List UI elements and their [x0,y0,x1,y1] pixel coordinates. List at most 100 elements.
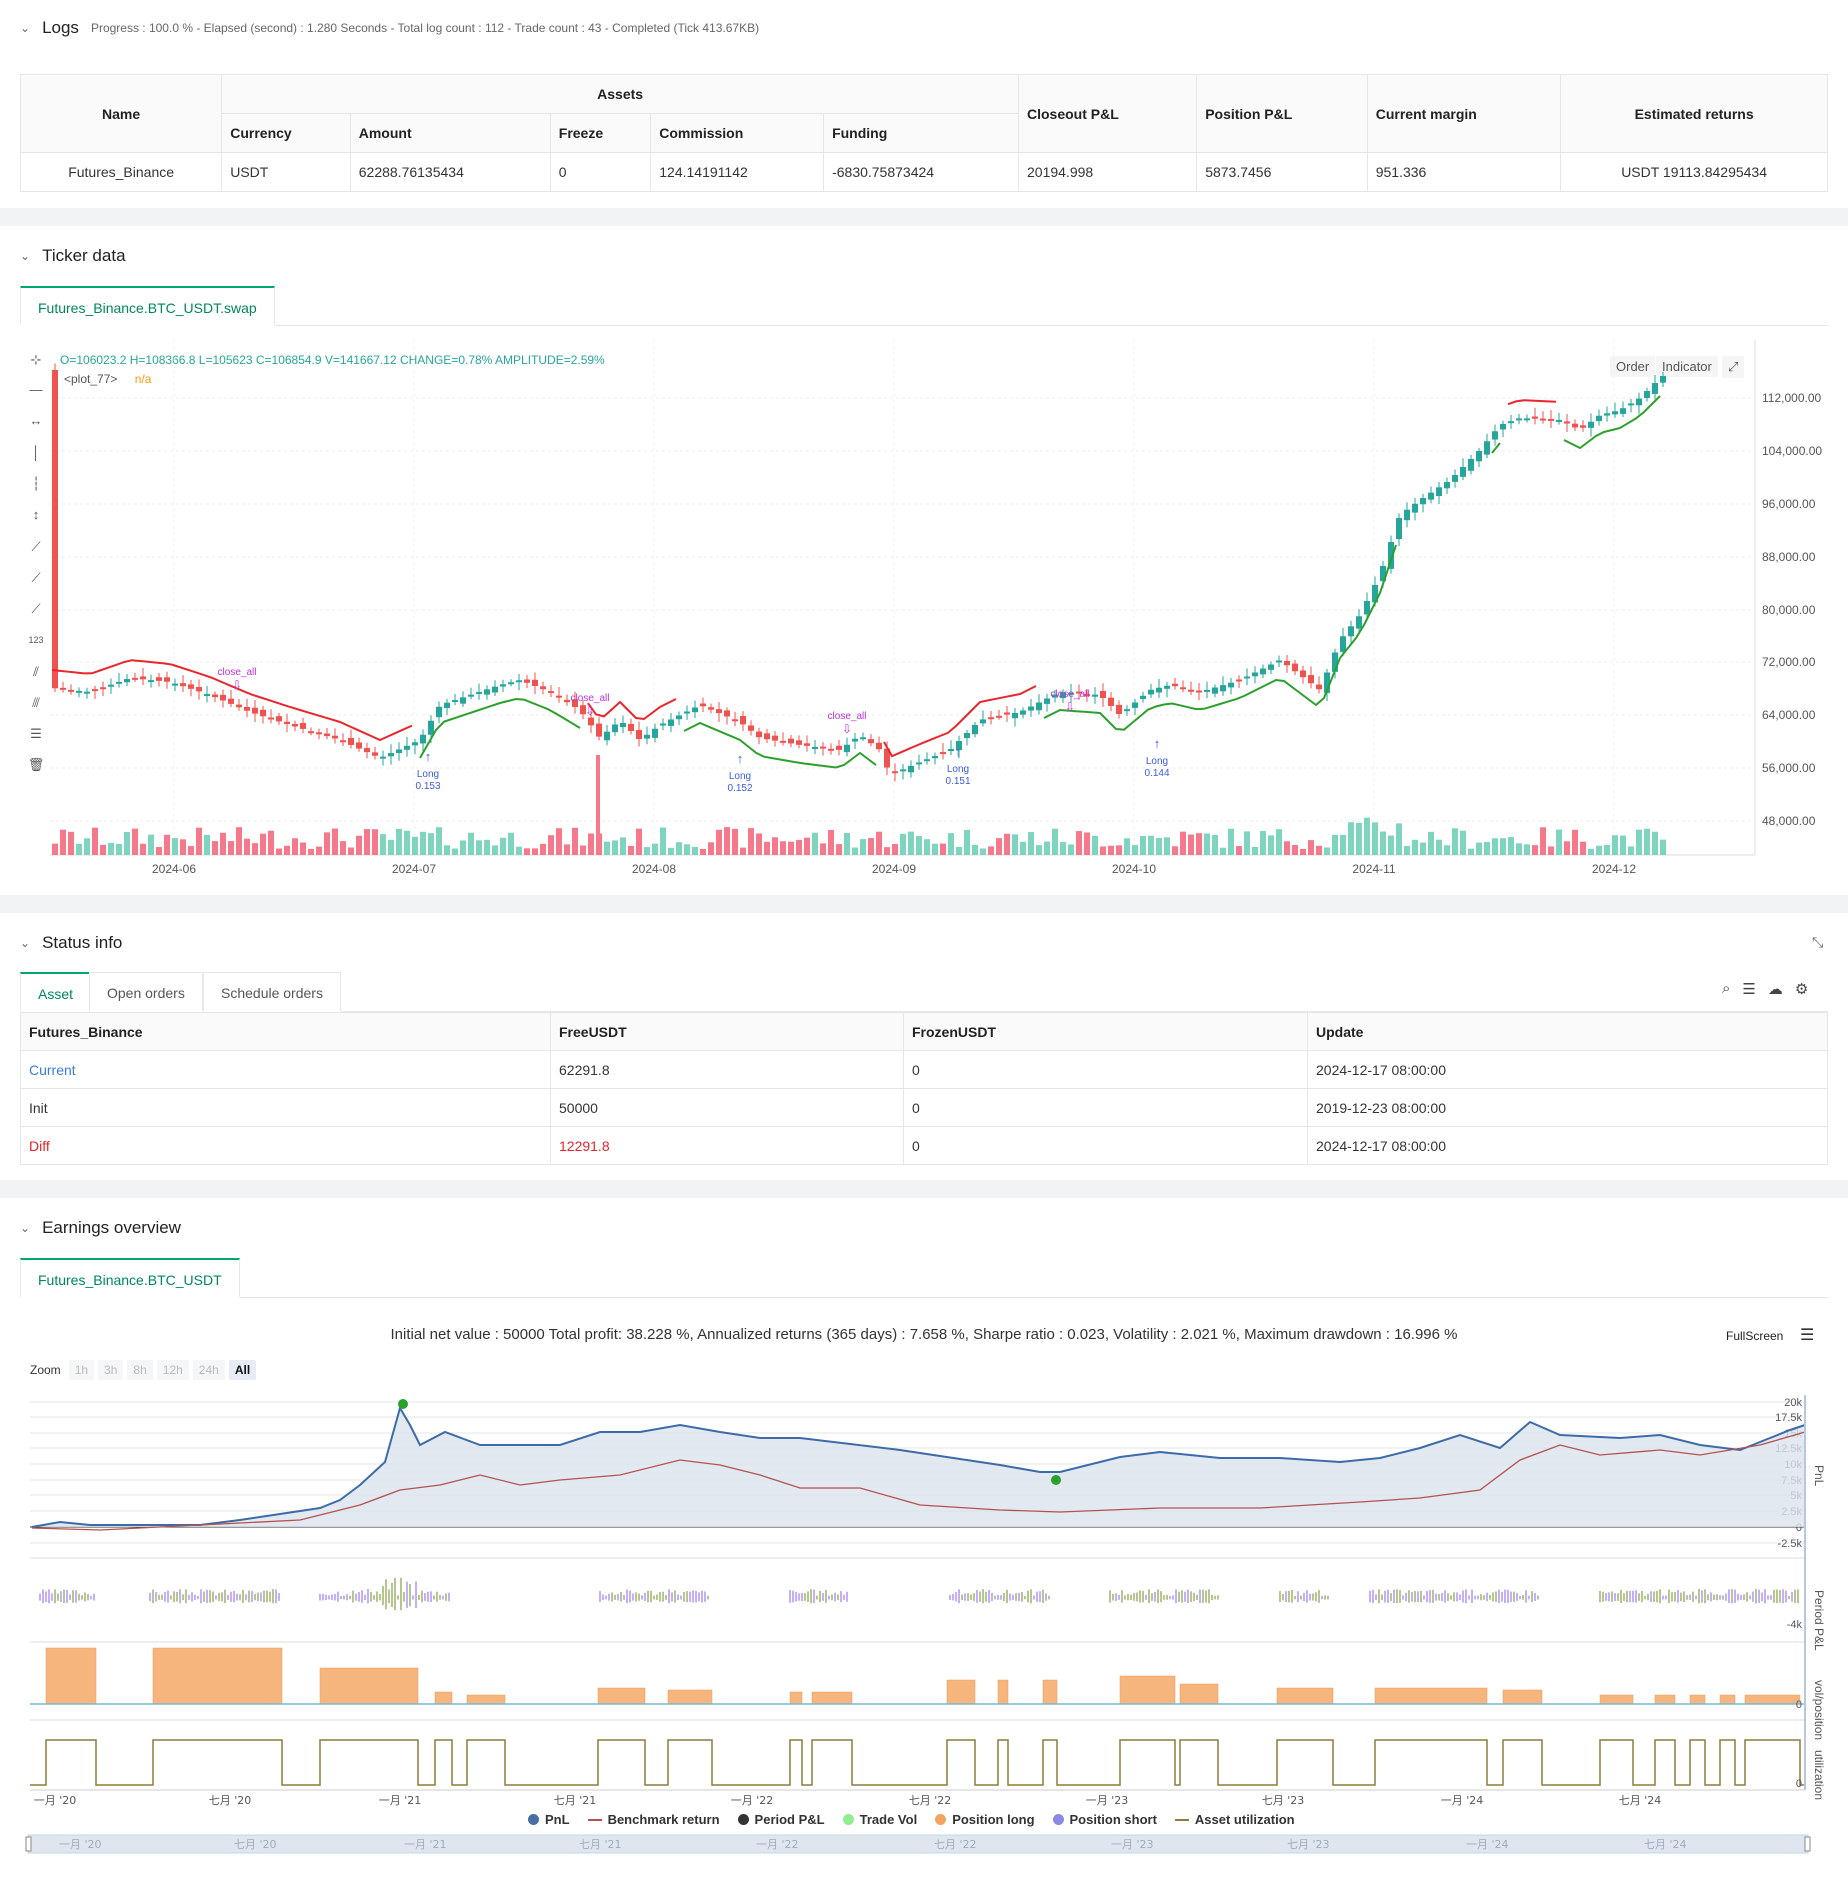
list-icon[interactable]: ☰ [1742,981,1756,998]
earnings-header[interactable]: ⌄ Earnings overview [20,1218,181,1238]
vertical-segment-tool-icon[interactable]: ┆ [32,476,40,491]
indicator-legend: <plot_77> n/a [64,372,151,386]
earnings-chart[interactable]: 20k17.5k15k12.5k10k7.5k5k2.5k0-2.5k-4k00… [0,1380,1848,1820]
candle-body [1068,692,1074,695]
candle-body [916,762,922,765]
horizontal-ray-tool-icon[interactable]: ↔ [29,413,43,428]
volume-bar [1244,831,1250,855]
price-tick-label: 72,000.00 [1762,655,1816,669]
zoom-8h[interactable]: 8h [127,1360,153,1380]
candle-body [732,719,738,722]
volume-bar [812,832,818,855]
candle-body [716,709,722,714]
candle-body [892,771,898,774]
volume-bar [228,841,234,855]
parallel-channel-tool-icon[interactable]: ⫽ [33,664,39,679]
segment-tool-icon[interactable]: ⟋ [31,601,41,616]
legend-period-pnl[interactable]: Period P&L [737,1812,825,1827]
menu-icon[interactable]: ☰ [1800,1327,1815,1344]
cloud-download-icon[interactable]: ☁ [1767,981,1783,998]
volume-bar [204,834,210,855]
zoom-24h[interactable]: 24h [192,1360,225,1380]
volume-bar [820,843,826,855]
volume-bar [1404,846,1410,855]
fibonacci-tool-icon[interactable]: ⫻ [32,695,40,710]
collapse-caret-icon[interactable]: ⌄ [20,936,31,950]
candle-body [860,737,866,740]
legend-trade-vol[interactable]: Trade Vol [842,1812,917,1827]
tab-btc-usdt-swap[interactable]: Futures_Binance.BTC_USDT.swap [20,286,275,326]
candle-body [332,735,338,739]
collapse-caret-icon[interactable]: ⌄ [20,249,31,263]
navigator-bar[interactable]: 一月 '20 七月 '20 一月 '21 七月 '21 一月 '22 七月 '22 一月 '… [0,1832,1848,1862]
pnl-line [31,1405,1806,1528]
date-tick-label: 2024-12 [1592,862,1636,876]
legend-pnl[interactable]: PnL [528,1812,570,1827]
ticker-header[interactable]: ⌄ Ticker data [20,246,126,266]
candle-body [492,686,498,693]
candlestick-chart[interactable]: 112,000.00 104,000.00 96,000.00 88,000.00 80… [0,340,1848,880]
collapse-caret-icon[interactable]: ⌄ [20,21,31,35]
long-label: Long [729,771,751,782]
position-long-bar [811,1691,853,1705]
volume-bar [628,845,634,855]
candle-body [1564,421,1570,424]
volume-bar [916,836,922,855]
candle-body [1516,418,1522,421]
expand-chart-icon[interactable]: ⤢ [1722,356,1745,378]
tab-schedule-orders[interactable]: Schedule orders [203,972,341,1012]
tab-btc-usdt[interactable]: Futures_Binance.BTC_USDT [20,1258,240,1298]
volume-bar [100,844,106,855]
ray-line-tool-icon[interactable]: ⟋ [31,570,41,585]
legend-benchmark[interactable]: Benchmark return [587,1812,720,1827]
horizontal-line-tool-icon[interactable]: — [29,382,43,397]
candle-body [1420,498,1426,505]
zoom-12h[interactable]: 12h [156,1360,189,1380]
candle-body [772,735,778,741]
logs-header[interactable]: ⌄ Logs Progress : 100.0 % - Elapsed (sec… [20,18,759,38]
position-long-bar [1689,1694,1706,1705]
volume-bar [1380,831,1386,855]
date-tick-label: 七月 '20 [209,1794,252,1807]
collapse-caret-icon[interactable]: ⌄ [20,1221,31,1235]
volume-bar [1100,846,1106,855]
status-header[interactable]: ⌄ Status info [20,933,122,953]
volume-bar [1260,831,1266,855]
status-table: Futures_Binance FreeUSDT FrozenUSDT Upda… [20,1012,1828,1165]
volume-bar [1164,837,1170,855]
vertical-arrow-tool-icon[interactable]: ↕ [32,507,40,522]
long-arrow-icon: ↑ [737,751,744,766]
price-label-tool-icon[interactable]: 123 [28,635,44,645]
fib-levels-tool-icon[interactable]: ☰ [30,726,42,741]
candle-body [996,715,1002,718]
trend-line-tool-icon[interactable]: ⟋ [31,539,41,554]
volume-bar [404,830,410,855]
legend-asset-utilization[interactable]: Asset utilization [1174,1812,1295,1827]
zoom-all[interactable]: All [228,1360,257,1380]
legend-position-short[interactable]: Position short [1052,1812,1157,1827]
order-button[interactable]: Order [1610,356,1656,377]
position-long-bar [1276,1687,1334,1705]
volume-bar [932,843,938,855]
volume-bar [1444,845,1450,855]
zoom-1h[interactable]: 1h [68,1360,95,1380]
indicator-button[interactable]: Indicator [1656,356,1718,377]
delete-drawings-icon[interactable]: 🗑 [27,757,45,772]
candle-body [212,694,218,698]
volume-bar [1324,847,1330,855]
volume-bar [476,840,482,855]
fullscreen-icon[interactable]: ⤡ [1812,934,1824,950]
gear-icon[interactable]: ⚙ [1794,981,1809,998]
candle-body [1140,695,1146,700]
tab-open-orders[interactable]: Open orders [89,972,203,1012]
candle-body [1324,672,1330,694]
vertical-line-tool-icon[interactable]: │ [31,445,41,460]
tab-asset[interactable]: Asset [20,972,92,1012]
crosshair-tool-icon[interactable]: ⊹ [30,352,42,367]
search-icon[interactable]: ⌕ [1722,980,1731,997]
legend-position-long[interactable]: Position long [935,1812,1035,1827]
zoom-3h[interactable]: 3h [98,1360,124,1380]
volume-bar [1300,848,1306,855]
fullscreen-button[interactable]: FullScreen [1726,1329,1784,1343]
zoom-bar: Zoom 1h 3h 8h 12h 24h All [30,1360,260,1380]
